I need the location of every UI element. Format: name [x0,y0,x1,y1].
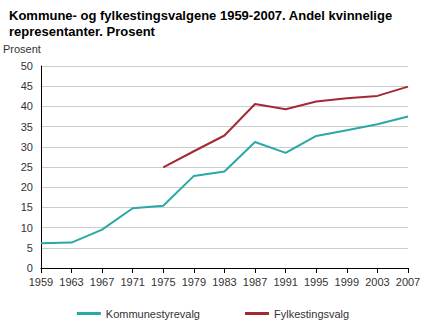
svg-text:1971: 1971 [120,276,144,288]
svg-text:15: 15 [21,201,33,213]
svg-text:20: 20 [21,181,33,193]
svg-text:Prosent: Prosent [3,43,41,55]
svg-text:1959: 1959 [29,276,53,288]
svg-text:0: 0 [27,262,33,274]
svg-text:1979: 1979 [182,276,206,288]
svg-text:Kommune- og fylkestingsvalgene: Kommune- og fylkestingsvalgene 1959-2007… [9,8,396,23]
svg-text:50: 50 [21,60,33,72]
svg-text:1975: 1975 [151,276,175,288]
svg-text:35: 35 [21,121,33,133]
svg-text:representanter. Prosent: representanter. Prosent [9,24,156,39]
svg-text:2003: 2003 [365,276,389,288]
svg-text:1987: 1987 [243,276,267,288]
svg-text:1967: 1967 [90,276,114,288]
svg-text:45: 45 [21,80,33,92]
svg-text:30: 30 [21,141,33,153]
svg-text:5: 5 [27,242,33,254]
svg-text:1983: 1983 [212,276,236,288]
svg-text:25: 25 [21,161,33,173]
svg-text:Fylkestingsvalg: Fylkestingsvalg [274,308,349,320]
svg-text:1995: 1995 [304,276,328,288]
svg-text:2007: 2007 [396,276,420,288]
svg-text:10: 10 [21,222,33,234]
svg-text:1991: 1991 [273,276,297,288]
svg-text:40: 40 [21,100,33,112]
svg-text:1963: 1963 [59,276,83,288]
svg-text:Kommunestyrevalg: Kommunestyrevalg [106,308,200,320]
svg-text:1999: 1999 [335,276,359,288]
